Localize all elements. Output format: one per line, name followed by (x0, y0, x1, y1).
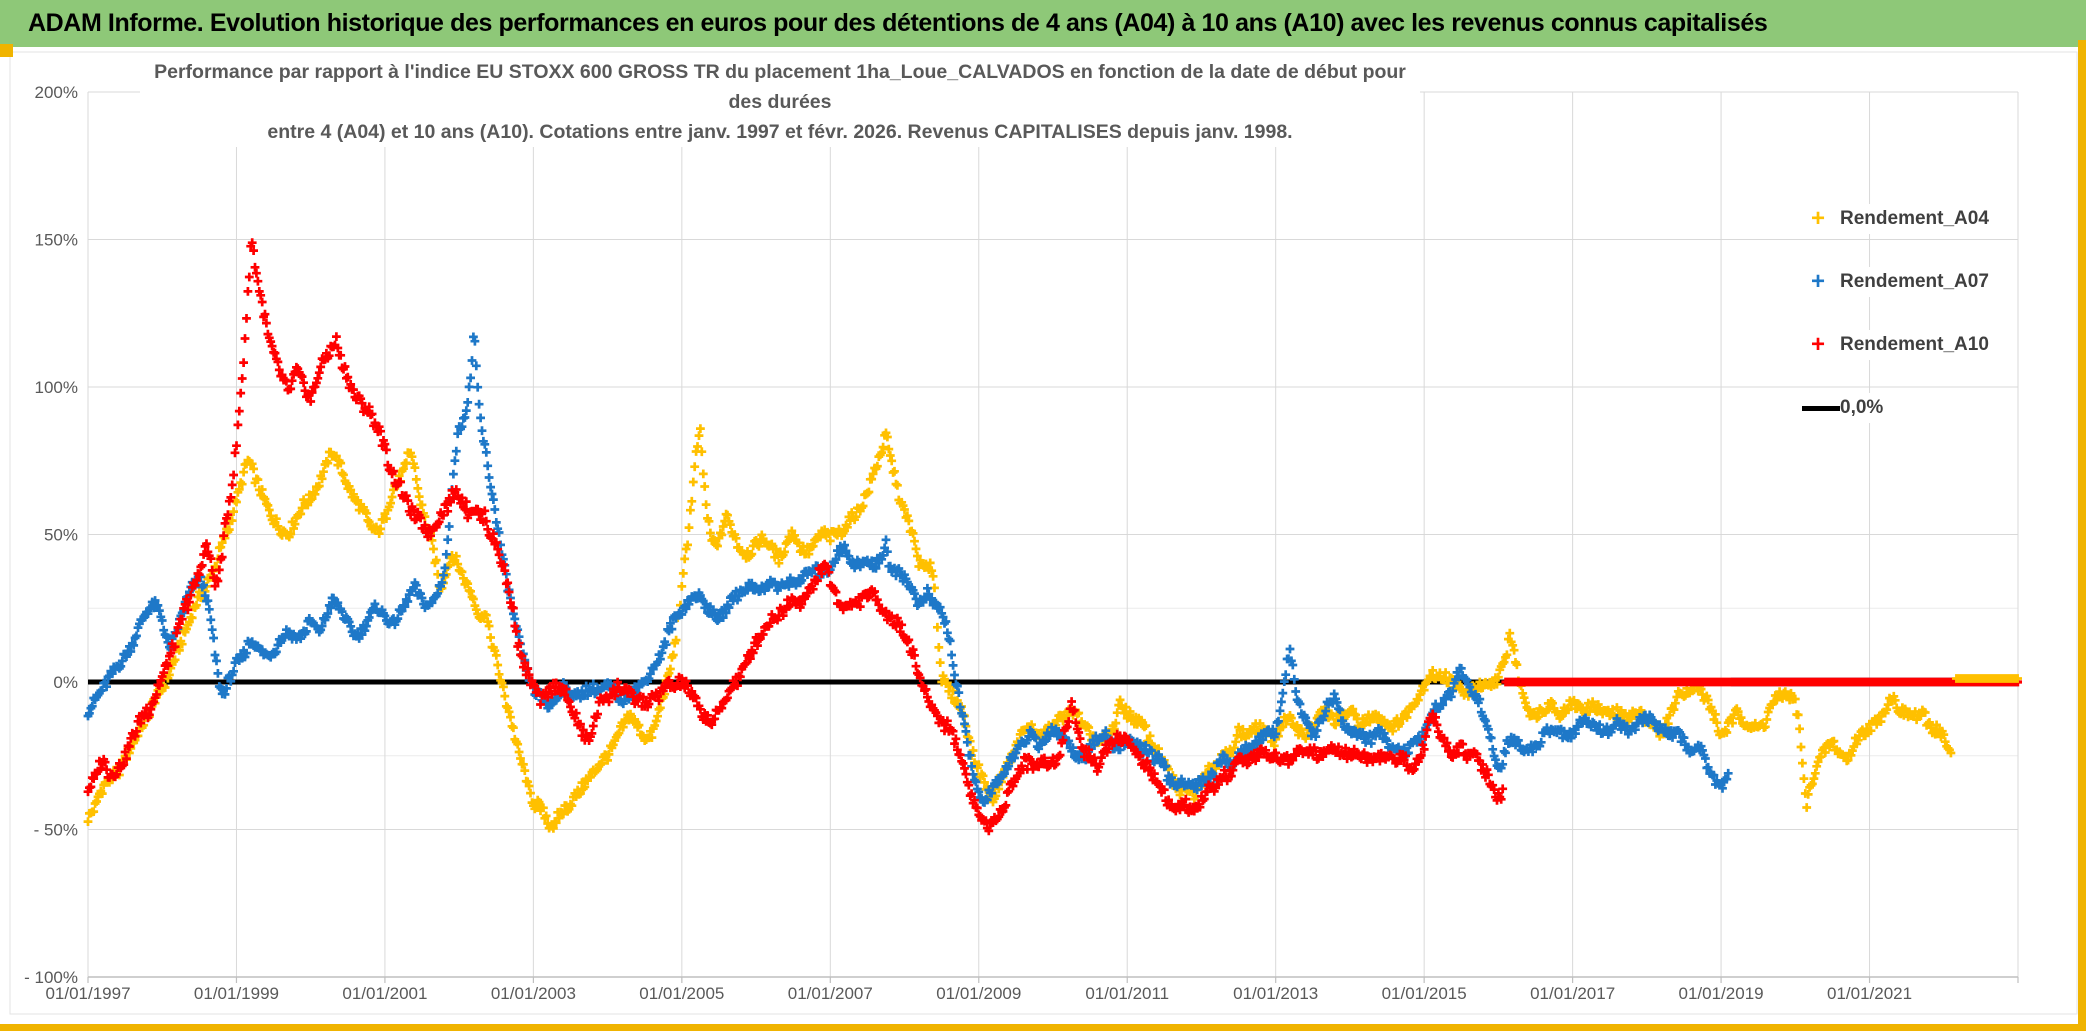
svg-text:01/01/2007: 01/01/2007 (788, 984, 873, 1003)
series-rendement_a10 (83, 238, 1508, 836)
svg-text:01/01/2017: 01/01/2017 (1530, 984, 1615, 1003)
svg-text:01/01/2005: 01/01/2005 (639, 984, 724, 1003)
legend-label: 0,0% (1840, 397, 1884, 418)
svg-text:01/01/1999: 01/01/1999 (194, 984, 279, 1003)
svg-text:- 50%: - 50% (34, 821, 78, 840)
svg-text:01/01/2009: 01/01/2009 (936, 984, 1021, 1003)
svg-text:0%: 0% (53, 673, 78, 692)
svg-text:01/01/2021: 01/01/2021 (1827, 984, 1912, 1003)
legend-item-rendement-a04[interactable]: + Rendement_A04 (1796, 204, 1995, 234)
svg-text:50%: 50% (44, 526, 78, 545)
plus-marker-icon: + (1810, 331, 1825, 358)
zero-line-swatch-icon (1802, 405, 1840, 411)
legend-item-rendement-a07[interactable]: + Rendement_A07 (1796, 267, 1995, 297)
legend-item-zero-line[interactable]: 0,0% (1796, 393, 1890, 423)
plus-marker-icon: + (1810, 205, 1825, 232)
svg-text:01/01/2019: 01/01/2019 (1679, 984, 1764, 1003)
svg-text:01/01/2013: 01/01/2013 (1233, 984, 1318, 1003)
svg-text:01/01/2003: 01/01/2003 (491, 984, 576, 1003)
gold-accent-topleft (0, 44, 13, 57)
legend-label: Rendement_A07 (1840, 271, 1989, 292)
svg-text:100%: 100% (35, 378, 78, 397)
legend-item-rendement-a10[interactable]: + Rendement_A10 (1796, 330, 1995, 360)
svg-text:150%: 150% (35, 231, 78, 250)
plus-marker-icon: + (1810, 268, 1825, 295)
svg-text:01/01/2011: 01/01/2011 (1085, 984, 1169, 1003)
gold-accent-right (2078, 40, 2086, 1031)
page-title: ADAM Informe. Evolution historique des p… (28, 9, 1768, 37)
chart-subtitle: Performance par rapport à l'indice EU ST… (140, 57, 1420, 147)
subtitle-line-2: entre 4 (A04) et 10 ans (A10). Cotations… (267, 121, 1293, 143)
svg-text:- 100%: - 100% (24, 968, 78, 987)
svg-text:01/01/2001: 01/01/2001 (342, 984, 427, 1003)
series-rendement_a04-flat (1952, 674, 2022, 683)
svg-text:01/01/1997: 01/01/1997 (45, 984, 130, 1003)
legend-label: Rendement_A04 (1840, 208, 1989, 229)
legend-label: Rendement_A10 (1840, 334, 1989, 355)
svg-text:200%: 200% (35, 83, 78, 102)
svg-text:01/01/2015: 01/01/2015 (1382, 984, 1467, 1003)
gold-accent-bottom (0, 1024, 2086, 1031)
subtitle-line-1: Performance par rapport à l'indice EU ST… (154, 61, 1406, 113)
title-bar: ADAM Informe. Evolution historique des p… (0, 0, 2086, 47)
series-rendement_a04 (83, 424, 1956, 833)
